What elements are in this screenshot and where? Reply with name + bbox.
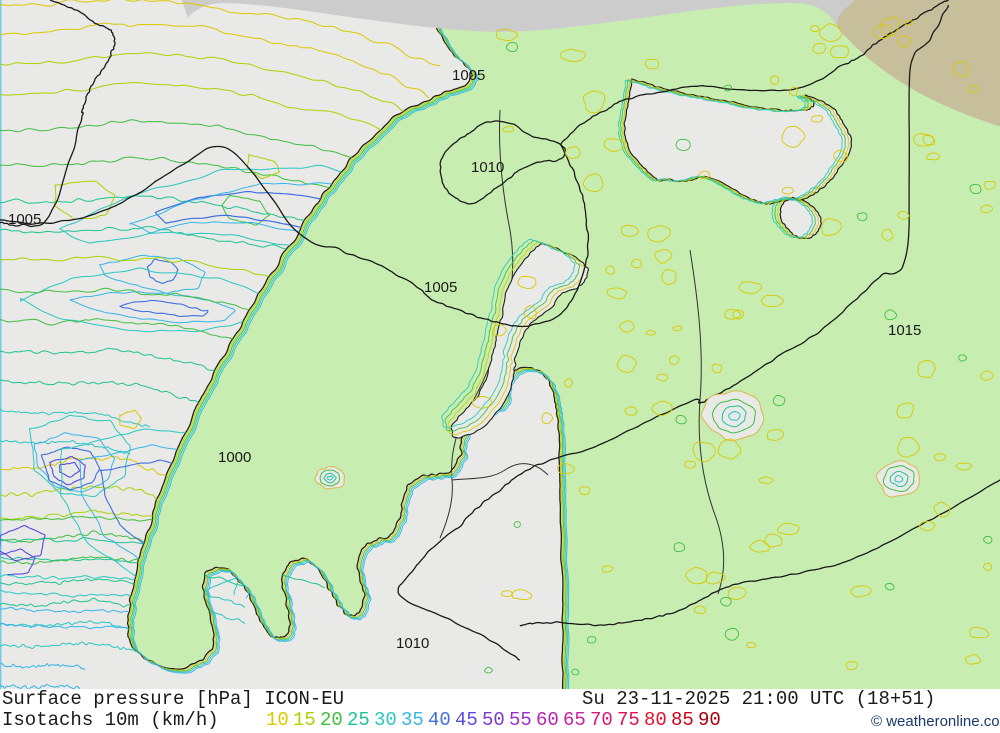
svg-text:Isotachs 10m (km/h): Isotachs 10m (km/h) [2,709,219,731]
svg-text:1010: 1010 [471,159,504,176]
svg-text:70: 70 [590,709,613,731]
svg-text:75: 75 [617,709,640,731]
svg-text:Surface pressure [hPa] ICON-EU: Surface pressure [hPa] ICON-EU [2,688,344,710]
svg-text:50: 50 [482,709,505,731]
svg-text:35: 35 [401,709,424,731]
svg-text:30: 30 [374,709,397,731]
svg-text:55: 55 [509,709,532,731]
svg-text:1010: 1010 [396,635,429,652]
svg-text:1000: 1000 [218,449,251,466]
svg-text:Su 23-11-2025 21:00 UTC (18+51: Su 23-11-2025 21:00 UTC (18+51) [582,688,935,710]
svg-text:45: 45 [455,709,478,731]
svg-text:1005: 1005 [424,279,457,296]
svg-text:10: 10 [266,709,289,731]
svg-text:© weatheronline.co.uk: © weatheronline.co.uk [871,713,1000,730]
svg-text:40: 40 [428,709,451,731]
svg-text:90: 90 [698,709,721,731]
svg-text:1015: 1015 [888,322,921,339]
svg-text:1005: 1005 [452,67,485,84]
svg-text:15: 15 [293,709,316,731]
svg-text:25: 25 [347,709,370,731]
svg-text:65: 65 [563,709,586,731]
svg-text:80: 80 [644,709,667,731]
svg-text:85: 85 [671,709,694,731]
svg-text:60: 60 [536,709,559,731]
svg-text:1005: 1005 [8,211,41,228]
svg-text:20: 20 [320,709,343,731]
